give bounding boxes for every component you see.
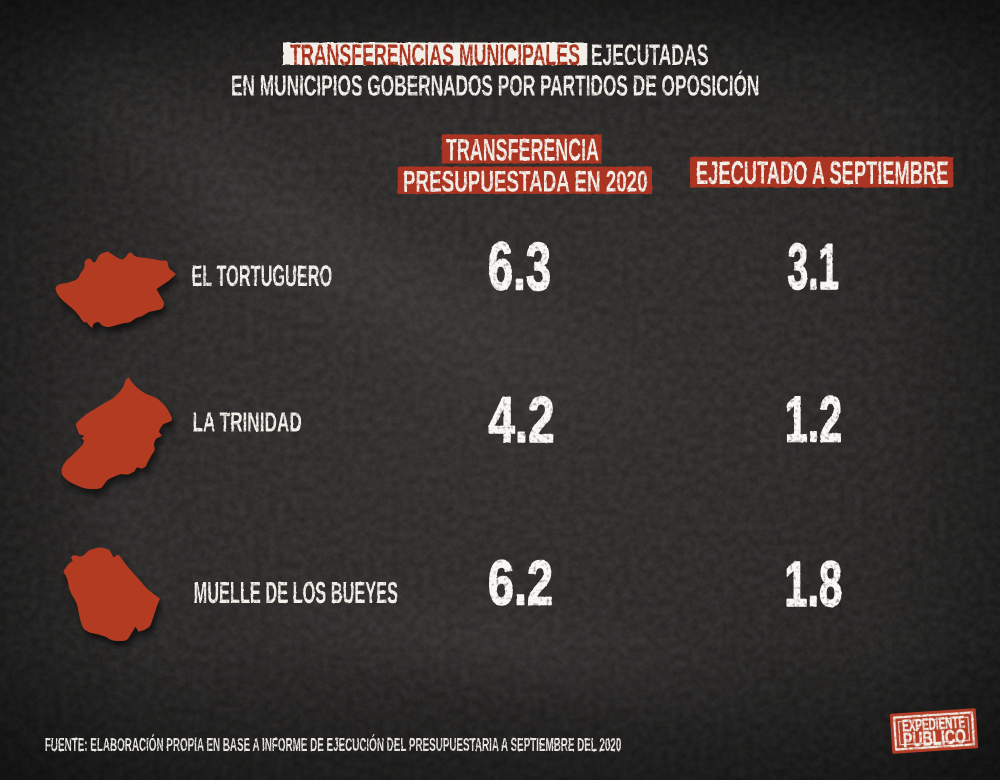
svg-text:EN MUNICIPIOS GOBERNADOS POR P: EN MUNICIPIOS GOBERNADOS POR PARTIDOS DE… [231, 69, 759, 103]
svg-text:1.8: 1.8 [784, 548, 842, 620]
svg-text:FUENTE: ELABORACIÓN PROPIA EN: FUENTE: ELABORACIÓN PROPIA EN BASE A INF… [45, 734, 621, 755]
svg-text:6.3: 6.3 [488, 230, 551, 305]
svg-text:PRESUPUESTADA EN 2020: PRESUPUESTADA EN 2020 [403, 166, 648, 199]
svg-text:EL TORTUGUERO: EL TORTUGUERO [191, 260, 332, 293]
svg-text:3.1: 3.1 [787, 230, 839, 303]
svg-text:PÚBLICO: PÚBLICO [902, 724, 966, 752]
svg-text:EJECUTADAS: EJECUTADAS [591, 39, 709, 72]
svg-text:MUELLE DE LOS BUEYES: MUELLE DE LOS BUEYES [194, 575, 398, 610]
svg-text:6.2: 6.2 [488, 548, 553, 618]
svg-text:1.2: 1.2 [785, 383, 842, 456]
svg-text:TRANSFERENCIA: TRANSFERENCIA [446, 133, 599, 168]
svg-text:TRANSFERENCIAS MUNICIPALES: TRANSFERENCIAS MUNICIPALES [290, 39, 580, 72]
svg-text:EXPEDIENTE: EXPEDIENTE [901, 712, 965, 735]
svg-text:4.2: 4.2 [488, 383, 554, 456]
svg-text:EJECUTADO A SEPTIEMBRE: EJECUTADO A SEPTIEMBRE [696, 155, 948, 191]
svg-text:LA TRINIDAD: LA TRINIDAD [193, 406, 302, 437]
